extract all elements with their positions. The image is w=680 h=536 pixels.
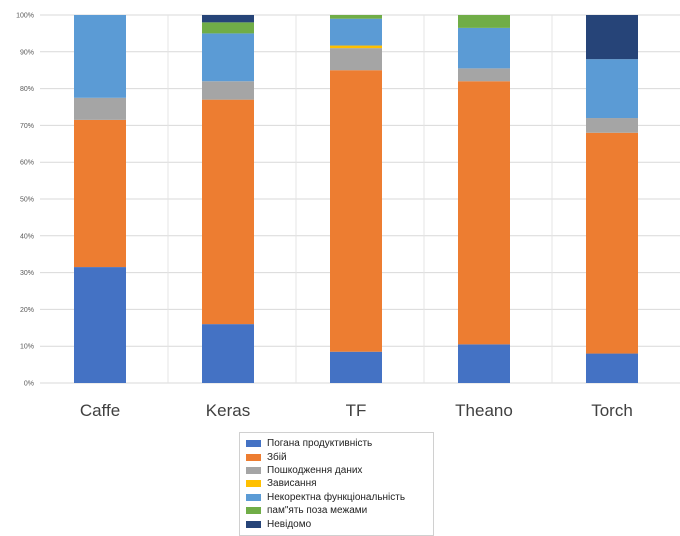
bar-segment	[202, 22, 254, 34]
y-tick-label: 40%	[20, 233, 34, 240]
bar-segment	[458, 27, 510, 69]
bar-segment	[330, 15, 382, 19]
y-tick-label: 60%	[20, 160, 34, 167]
legend-swatch	[246, 453, 261, 461]
legend-item: Невідомо	[246, 517, 433, 530]
legend-item: Збій	[246, 450, 433, 463]
bars	[74, 15, 638, 383]
x-axis-ticks: Caffe Keras TF Theano Torch	[80, 401, 633, 420]
legend-label: Погана продуктивність	[267, 438, 373, 450]
bar-segment	[458, 344, 510, 383]
bar-segment	[586, 132, 638, 354]
legend-item: Некоректна функціональність	[246, 491, 433, 504]
legend-label: Пошкодження даних	[267, 464, 363, 476]
bar-segment	[202, 15, 254, 23]
bar-segment	[586, 15, 638, 60]
bar-segment	[330, 70, 382, 352]
bar-segment	[202, 324, 254, 383]
x-tick-label: Theano	[455, 401, 513, 420]
legend-swatch	[246, 480, 261, 488]
bar-segment	[330, 18, 382, 46]
x-tick-label: TF	[346, 401, 367, 420]
bar-segment	[458, 15, 510, 28]
legend-item: Зависання	[246, 477, 433, 490]
y-tick-label: 0%	[24, 381, 34, 388]
bar-segment	[458, 68, 510, 82]
stacked-bar-chart: 0% 10% 20% 30% 40% 50% 60% 70% 80% 90% 100% Caffe K…	[16, 13, 680, 420]
bar-segment	[74, 267, 126, 383]
x-tick-label: Keras	[206, 401, 250, 420]
legend-swatch	[246, 493, 261, 501]
x-tick-label: Torch	[591, 401, 633, 420]
x-tick-label: Caffe	[80, 401, 120, 420]
bar-segment	[202, 99, 254, 325]
bar-segment	[74, 119, 126, 268]
legend-swatch	[246, 440, 261, 448]
y-tick-label: 20%	[20, 307, 34, 314]
legend-swatch	[246, 466, 261, 474]
bar-segment	[202, 33, 254, 82]
legend-label: Невідомо	[267, 518, 312, 530]
legend-label: Збій	[267, 451, 287, 463]
y-axis-ticks: 0% 10% 20% 30% 40% 50% 60% 70% 80% 90% 100%	[16, 13, 34, 388]
bar-segment	[458, 81, 510, 345]
y-tick-label: 10%	[20, 344, 34, 351]
legend-label: пам"ять поза межами	[267, 505, 368, 517]
legend-item: Пошкодження даних	[246, 464, 433, 477]
y-tick-label: 90%	[20, 49, 34, 56]
y-tick-label: 100%	[16, 13, 34, 20]
legend-swatch	[246, 507, 261, 515]
legend-label: Зависання	[267, 478, 317, 490]
bar-segment	[586, 59, 638, 119]
legend-item: Погана продуктивність	[246, 437, 433, 450]
bar-segment	[586, 353, 638, 383]
y-tick-label: 30%	[20, 270, 34, 277]
y-tick-label: 50%	[20, 197, 34, 204]
legend-swatch	[246, 520, 261, 528]
bar-segment	[330, 45, 382, 49]
legend: Погана продуктивність Збій Пошкодження дан…	[239, 432, 434, 536]
bar-segment	[202, 81, 254, 100]
bar-segment	[74, 15, 126, 98]
legend-label: Некоректна функціональність	[267, 491, 406, 503]
bar-segment	[586, 118, 638, 133]
bar-segment	[74, 97, 126, 120]
bar-segment	[330, 351, 382, 383]
bar-segment	[330, 48, 382, 71]
y-tick-label: 70%	[20, 123, 34, 130]
legend-item: пам"ять поза межами	[246, 504, 433, 517]
y-tick-label: 80%	[20, 86, 34, 93]
